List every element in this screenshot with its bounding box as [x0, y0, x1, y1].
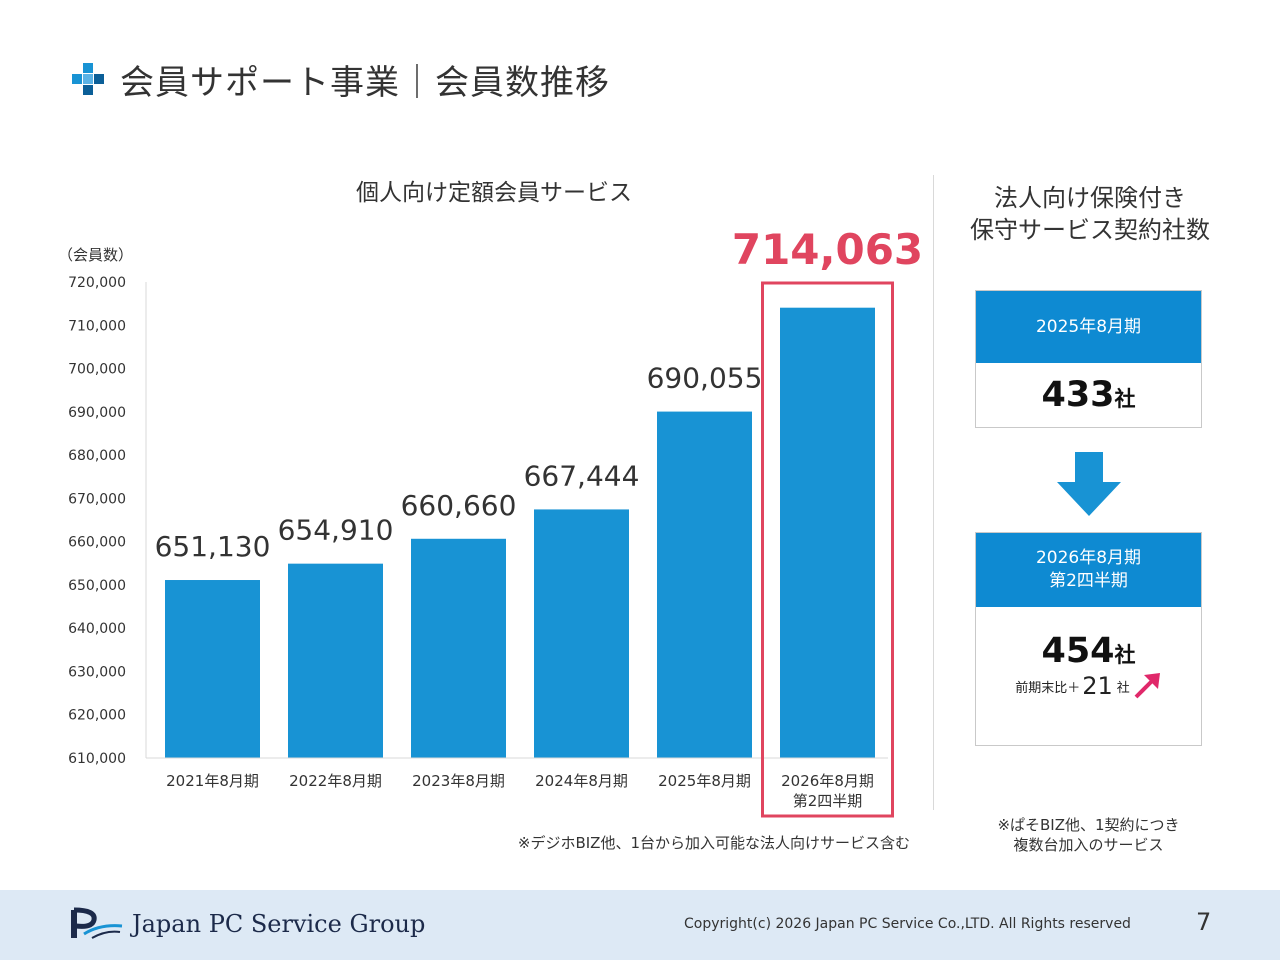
data-label: 667,444 — [524, 459, 640, 492]
title-bar: 会員サポート事業｜会員数推移 — [70, 54, 610, 104]
x-tick-label: 2024年8月期 — [535, 772, 628, 790]
delta-line: 前期末比＋ 21 社 — [976, 671, 1201, 701]
y-axis-label: （会員数） — [58, 246, 133, 264]
bar — [657, 411, 752, 758]
chart-title: 個人向け定額会員サービス — [356, 180, 632, 206]
note-line: 複数台加入のサービス — [1013, 836, 1164, 854]
y-tick-label: 610,000 — [68, 751, 126, 767]
page-title: 会員サポート事業｜会員数推移 — [120, 62, 610, 103]
data-label: 660,660 — [401, 489, 517, 522]
delta-value: 21 — [1082, 672, 1113, 700]
card-2026: 2026年8月期 第2四半期 454社 前期末比＋ 21 社 — [975, 532, 1202, 746]
y-tick-label: 680,000 — [68, 448, 126, 464]
corporate-title-line: 保守サービス契約社数 — [970, 216, 1210, 244]
data-label: 651,130 — [155, 530, 271, 563]
card-unit: 社 — [1114, 643, 1136, 667]
copyright: Copyright(c) 2026 Japan PC Service Co.,L… — [684, 916, 1131, 932]
bar — [780, 307, 875, 758]
page-number: 7 — [1196, 908, 1212, 936]
bar — [165, 580, 260, 758]
y-tick-label: 620,000 — [68, 708, 126, 724]
delta-prefix: 前期末比＋ — [1015, 680, 1081, 696]
down-arrow-icon — [1057, 452, 1121, 516]
bar — [288, 563, 383, 758]
card-period: 2026年8月期 第2四半期 — [976, 533, 1201, 607]
corporate-note: ※ぱそBIZ他、1契約につき 複数台加入のサービス — [975, 815, 1202, 855]
x-tick-label: 2021年8月期 — [166, 772, 259, 790]
y-tick-label: 660,000 — [68, 535, 126, 551]
y-tick-label: 720,000 — [68, 275, 126, 291]
vertical-divider — [933, 175, 934, 810]
card-body: 454社 前期末比＋ 21 社 — [976, 607, 1201, 701]
up-right-arrow-icon — [1134, 673, 1160, 699]
company-name: Japan PC Service Group — [132, 910, 426, 938]
y-tick-label: 710,000 — [68, 318, 126, 334]
card-body: 433社 — [976, 363, 1201, 415]
data-label: 714,063 — [732, 225, 923, 274]
data-label: 654,910 — [278, 514, 394, 547]
card-value: 433 — [1041, 375, 1115, 415]
x-tick-label: 2023年8月期 — [412, 772, 505, 790]
x-tick-label: 2026年8月期 — [781, 772, 874, 790]
bar — [534, 509, 629, 758]
y-tick-label: 670,000 — [68, 491, 126, 507]
bar — [411, 538, 506, 758]
x-tick-label: 第2四半期 — [793, 792, 863, 810]
card-unit: 社 — [1114, 387, 1136, 411]
card-value: 454 — [1041, 631, 1115, 671]
highlight-box — [761, 281, 894, 818]
note-line: ※ぱそBIZ他、1契約につき — [997, 816, 1180, 834]
jpc-logo-icon — [71, 907, 123, 939]
corporate-title: 法人向け保険付き 保守サービス契約社数 — [955, 182, 1225, 246]
delta-unit: 社 — [1116, 680, 1130, 696]
bar-chart: 個人向け定額会員サービス （会員数） 610,000 620,000 630,000… — [58, 180, 923, 818]
x-tick-label: 2025年8月期 — [658, 772, 751, 790]
y-tick-label: 700,000 — [68, 362, 126, 378]
y-tick-label: 650,000 — [68, 578, 126, 594]
card-period: 2025年8月期 — [976, 291, 1201, 363]
footer: Japan PC Service Group Copyright(c) 2026… — [0, 890, 1280, 960]
y-tick-label: 690,000 — [68, 405, 126, 421]
y-tick-label: 640,000 — [68, 621, 126, 637]
company-logo: Japan PC Service Group — [70, 906, 425, 942]
data-label: 690,055 — [647, 362, 763, 395]
plus-cross-icon — [72, 63, 104, 95]
chart-note: ※デジホBIZ他、1台から加入可能な法人向けサービス含む — [517, 834, 910, 852]
card-period-line: 第2四半期 — [1049, 571, 1128, 591]
x-tick-label: 2022年8月期 — [289, 772, 382, 790]
card-period-line: 2026年8月期 — [1035, 548, 1142, 568]
y-tick-label: 630,000 — [68, 664, 126, 680]
card-2025: 2025年8月期 433社 — [975, 290, 1202, 428]
corporate-title-line: 法人向け保険付き — [994, 184, 1186, 212]
card-period-label: 2025年8月期 — [1035, 316, 1142, 337]
